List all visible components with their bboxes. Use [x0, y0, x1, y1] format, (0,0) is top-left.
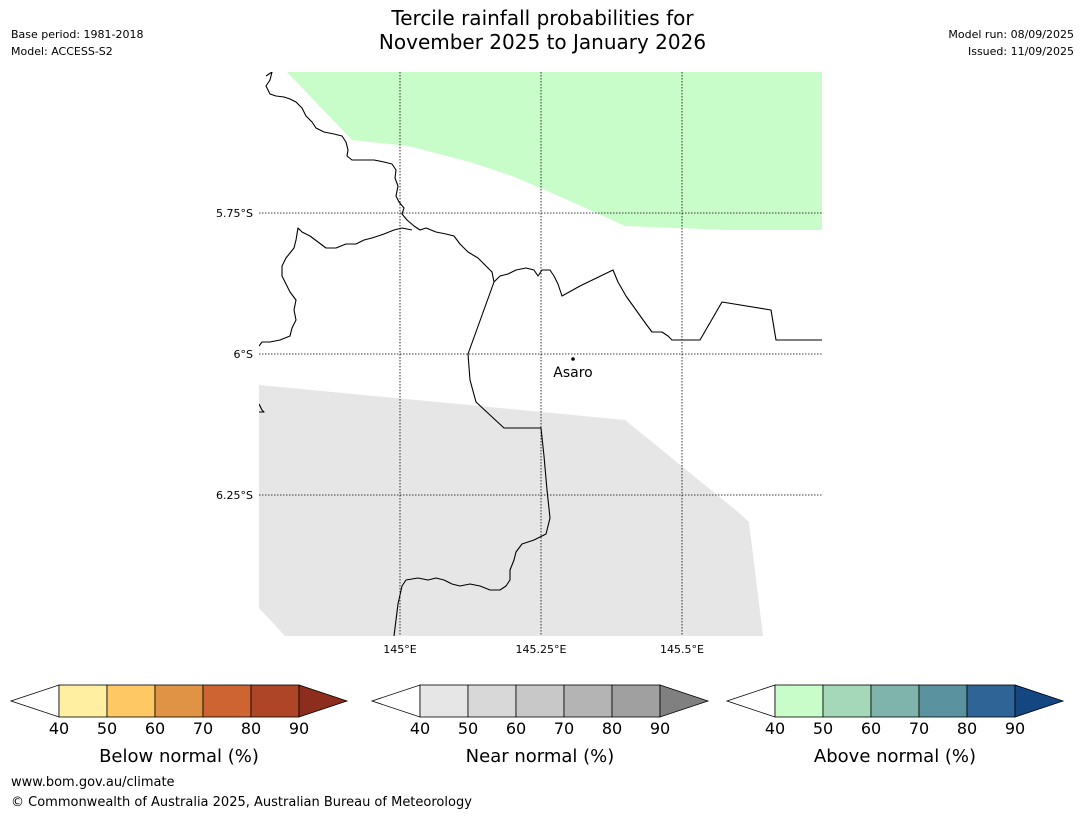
colorbar-near-normal-tick: 60 [506, 719, 526, 738]
above-normal-region [287, 72, 822, 230]
colorbar-above-normal-tick: 90 [1005, 719, 1025, 738]
colorbar-above-normal-low-extension [725, 684, 776, 718]
asaro-marker [571, 357, 575, 361]
colorbar-below-normal-tick: 70 [193, 719, 213, 738]
footer-copyright: © Commonwealth of Australia 2025, Austra… [11, 795, 472, 810]
colorbar-below-normal-low-extension [9, 684, 60, 718]
meta-left: Base period: 1981-2018 Model: ACCESS-S2 [11, 26, 143, 60]
title-line-2: November 2025 to January 2026 [378, 30, 707, 54]
colorbar-below-normal-title: Below normal (%) [99, 746, 259, 767]
colorbar-below-normal-tick: 60 [145, 719, 165, 738]
colorbar-below-normal-tick: 90 [289, 719, 309, 738]
colorbar-near-normal: 40 50 60 70 80 90 Near normal (%) [370, 684, 710, 767]
colorbar-near-normal-title: Near normal (%) [466, 746, 615, 767]
colorbar-above-normal-tick: 40 [765, 719, 785, 738]
model-run-text: Model run: 08/09/2025 [948, 28, 1074, 41]
colorbar-below-normal-tick: 80 [241, 719, 261, 738]
colorbar-above-normal-segment [822, 684, 872, 718]
colorbar-near-normal-segment [563, 684, 613, 718]
colorbar-above-normal-tick: 60 [861, 719, 881, 738]
colorbar-below-normal-segment [106, 684, 156, 718]
colorbar-below-normal-segment [250, 684, 300, 718]
colorbar-above-normal-tick: 70 [909, 719, 929, 738]
colorbar-near-normal-tick: 70 [554, 719, 574, 738]
colorbar-below-normal-segment [202, 684, 252, 718]
lon-label-145-25: 145.25°E [516, 643, 567, 656]
title-line-1: Tercile rainfall probabilities for [391, 6, 694, 30]
boundary-south [393, 281, 551, 636]
map-title: Tercile rainfall probabilities for Novem… [0, 6, 1085, 54]
colorbar-near-normal-tick: 90 [650, 719, 670, 738]
colorbar-above-normal-title: Above normal (%) [814, 746, 976, 767]
colorbar-near-normal-segment [467, 684, 517, 718]
colorbar-below-normal-high-extension [298, 684, 349, 718]
footer-url: www.bom.gov.au/climate [11, 775, 175, 790]
colorbar-near-normal-low-extension [370, 684, 421, 718]
province-boundaries [259, 72, 822, 636]
colorbar-above-normal: 40 50 60 70 80 90 Above normal (%) [725, 684, 1065, 767]
boundary-northwest [259, 227, 413, 347]
colorbar-near-normal-segment [515, 684, 565, 718]
boundary-north [265, 72, 495, 283]
colorbar-above-normal-segment [870, 684, 920, 718]
colorbar-above-normal-segment [918, 684, 968, 718]
lat-label-5-75: 5.75°S [216, 207, 253, 220]
boundary-west-fragment [259, 403, 265, 413]
colorbar-above-normal-segment [774, 684, 824, 718]
meta-right: Model run: 08/09/2025 Issued: 11/09/2025 [948, 26, 1074, 60]
colorbar-above-normal-high-extension [1014, 684, 1065, 718]
colorbar-near-normal-segment [611, 684, 661, 718]
colorbar-above-normal-tick: 80 [957, 719, 977, 738]
lat-label-6: 6°S [234, 348, 253, 361]
colorbar-below-normal-segment [154, 684, 204, 718]
colorbar-below-normal-segment [58, 684, 108, 718]
colorbar-near-normal-high-extension [659, 684, 710, 718]
asaro-label: Asaro [553, 365, 592, 381]
colorbar-above-normal-tick: 50 [813, 719, 833, 738]
graticule [259, 72, 822, 636]
lon-label-145: 145°E [383, 643, 416, 656]
model-text: Model: ACCESS-S2 [11, 45, 113, 58]
colorbar-below-normal-tick: 40 [49, 719, 69, 738]
lon-label-145-5: 145.5°E [660, 643, 704, 656]
colorbar-near-normal-segment [419, 684, 469, 718]
boundary-east [493, 267, 822, 341]
colorbar-above-normal-segment [966, 684, 1016, 718]
lat-label-6-25: 6.25°S [216, 489, 253, 502]
issued-text: Issued: 11/09/2025 [967, 45, 1074, 58]
colorbar-below-normal: 40 50 60 70 80 90 Below normal (%) [9, 684, 349, 767]
base-period-text: Base period: 1981-2018 [11, 28, 144, 41]
near-normal-region [259, 385, 763, 636]
colorbar-below-normal-tick: 50 [97, 719, 117, 738]
map-area: Asaro [259, 72, 822, 636]
colorbar-near-normal-tick: 50 [458, 719, 478, 738]
colorbar-near-normal-tick: 40 [410, 719, 430, 738]
colorbar-near-normal-tick: 80 [602, 719, 622, 738]
